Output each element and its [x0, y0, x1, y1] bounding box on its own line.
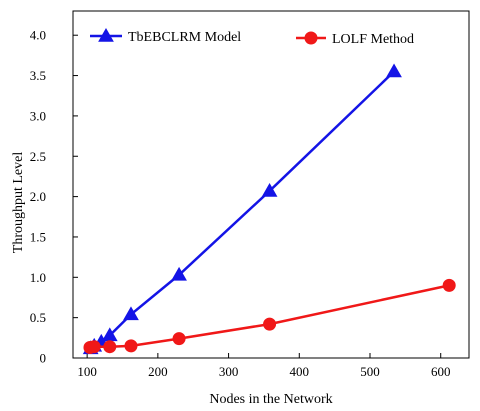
data-point-lolf-method — [87, 340, 101, 354]
y-tick-label: 1.5 — [30, 229, 46, 244]
series-tbebclrm-model — [82, 63, 402, 355]
data-point-tbebclrm-model — [123, 306, 139, 321]
y-tick-label: 4.0 — [30, 28, 46, 43]
y-tick-label: 3.5 — [30, 68, 46, 83]
x-axis-title: Nodes in the Network — [209, 392, 332, 407]
y-tick-label: 1.0 — [30, 270, 46, 285]
data-point-tbebclrm-model — [171, 266, 187, 281]
legend-label: LOLF Method — [332, 32, 414, 47]
x-tick-label: 400 — [290, 364, 310, 379]
data-point-lolf-method — [124, 339, 138, 353]
y-tick-label: 0.5 — [30, 310, 46, 325]
y-axis-title: Throughput Level — [11, 152, 26, 254]
data-point-tbebclrm-model — [386, 63, 402, 78]
legend-label: TbEBCLRM Model — [128, 30, 241, 45]
y-tick-label: 2.5 — [30, 149, 46, 164]
y-axis-ticks: 0 0.5 1.0 1.5 2.0 2.5 3.0 3.5 4.0 — [30, 28, 78, 366]
data-point-lolf-method — [103, 340, 117, 354]
y-tick-label: 3.0 — [30, 108, 46, 123]
x-tick-label: 500 — [360, 364, 380, 379]
data-point-lolf-method — [263, 317, 277, 331]
legend-item-tbebclrm-model: TbEBCLRM Model — [90, 27, 241, 45]
legend-item-lolf-method: LOLF Method — [296, 31, 414, 47]
y-tick-label: 0 — [40, 351, 47, 366]
x-tick-label: 300 — [219, 364, 239, 379]
plot-frame — [72, 10, 470, 359]
legend-marker — [98, 27, 114, 42]
data-point-lolf-method — [172, 332, 186, 346]
legend: TbEBCLRM Model LOLF Method — [90, 27, 414, 47]
x-tick-label: 600 — [431, 364, 451, 379]
data-point-tbebclrm-model — [261, 182, 278, 197]
series-line-lolf-method — [89, 284, 450, 349]
plot-border — [72, 10, 470, 359]
y-tick-label: 2.0 — [30, 189, 46, 204]
x-axis-ticks: 100 200 300 400 500 600 — [77, 353, 450, 379]
legend-marker — [304, 31, 318, 45]
x-tick-label: 200 — [148, 364, 168, 379]
x-tick-label: 100 — [77, 364, 97, 379]
series-layer — [82, 63, 456, 355]
series-lolf-method — [83, 278, 456, 355]
data-point-lolf-method — [442, 278, 456, 292]
